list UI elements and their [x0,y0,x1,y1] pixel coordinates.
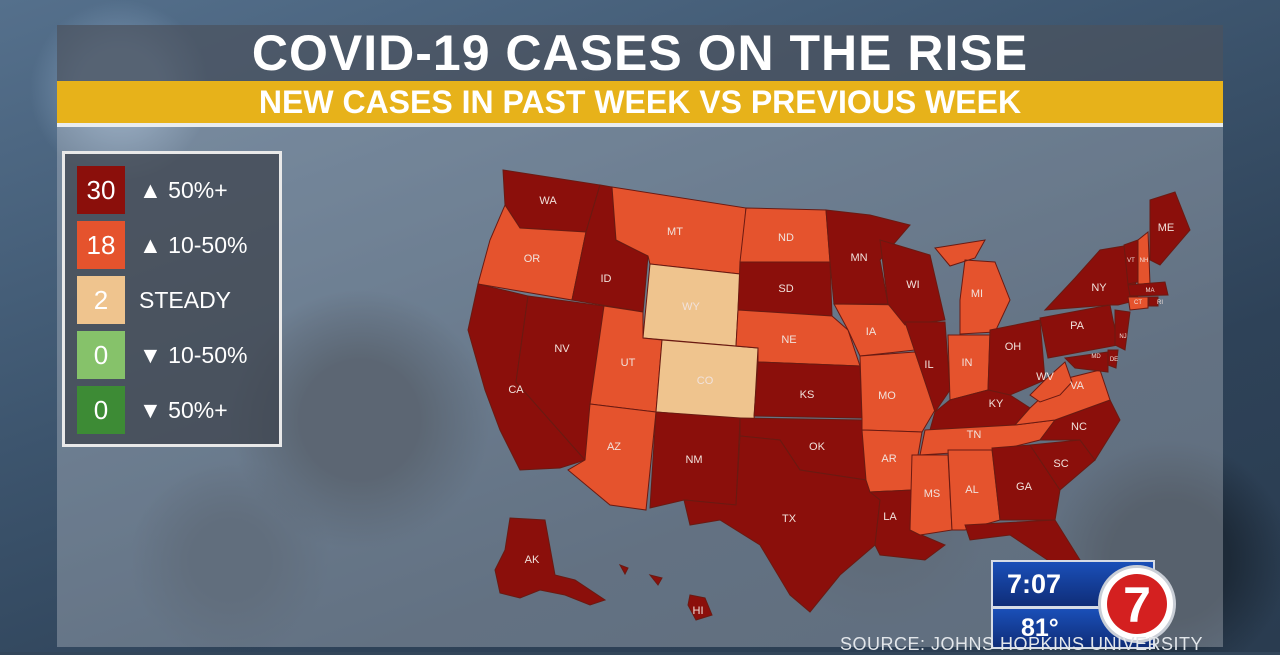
legend-label: STEADY [139,287,232,313]
state-label: OK [809,441,826,453]
state-label: NM [685,454,702,466]
state-label: VT [1127,258,1135,264]
legend-label: ▼ 10-50% [139,342,248,368]
legend-label: ▲ 50%+ [139,177,228,203]
state-label: KS [800,389,815,401]
state-label: MD [1091,354,1101,360]
legend-label: ▼ 50%+ [139,397,228,423]
source-credit: SOURCE: JOHNS HOPKINS UNIVERSITY [840,634,1204,654]
state-IL [904,321,951,414]
state-label: VA [1070,380,1085,392]
channel-7-logo: 7 [1098,565,1176,643]
state-label: WY [682,301,700,313]
state-label: WA [539,195,557,207]
state-label: NE [781,334,796,346]
state-label: AK [525,554,540,566]
state-WV [1029,361,1073,403]
state-label: NH [1140,258,1149,264]
state-HI [618,564,713,621]
state-label: MI [971,288,983,300]
state-label: MT [667,226,683,238]
state-label: DE [1110,357,1118,363]
state-MN [825,209,911,305]
state-ME [1149,191,1191,266]
state-MD [1063,351,1109,373]
page-title: COVID-19 CASES ON THE RISE [57,25,1223,81]
state-label: CT [1134,300,1142,306]
state-label: AZ [607,441,621,453]
state-label: HI [693,605,704,617]
legend-count: 2 [77,276,125,324]
state-label: IL [924,359,933,371]
logo-numeral: 7 [1107,574,1167,634]
state-label: NY [1091,282,1107,294]
state-NY [1043,244,1139,311]
state-MI [934,239,1011,335]
state-label: NV [554,343,570,355]
state-label: LA [883,511,897,523]
legend-count: 18 [77,221,125,269]
state-label: SC [1053,458,1068,470]
state-OH [987,319,1046,396]
state-label: GA [1016,481,1033,493]
state-label: AR [881,453,896,465]
state-label: UT [621,357,636,369]
state-label: SD [778,283,793,295]
legend-count: 30 [77,166,125,214]
state-AK [494,517,607,606]
state-label: WI [906,279,919,291]
state-label: CA [508,384,524,396]
state-label: NC [1071,421,1087,433]
state-label: IN [962,357,973,369]
legend: 30 ▲ 50%+ 18 ▲ 10-50% 2 STEADY 0 ▼ 10-50… [62,151,282,447]
legend-label: ▲ 10-50% [139,232,248,258]
state-label: MA [1146,288,1155,294]
state-label: NJ [1119,334,1126,340]
state-GA [991,444,1061,521]
state-NJ [1114,309,1131,351]
state-label: WV [1036,371,1054,383]
state-label: ID [601,273,612,285]
state-label: CO [697,375,714,387]
state-label: OH [1005,341,1022,353]
legend-count: 0 [77,386,125,434]
state-label: ND [778,232,794,244]
state-label: OR [524,253,541,265]
state-label: KY [989,398,1004,410]
state-MA [1127,281,1169,297]
state-label: TX [782,513,797,525]
state-label: ME [1158,222,1175,234]
divider [57,123,1223,127]
state-label: TN [967,429,982,441]
state-label: MN [850,252,867,264]
state-RI [1148,296,1159,307]
state-label: RI [1157,300,1163,306]
state-MS [909,454,953,536]
subtitle-banner: NEW CASES IN PAST WEEK VS PREVIOUS WEEK [57,81,1223,123]
state-TX [683,435,881,613]
state-label: PA [1070,320,1085,332]
state-label: AL [965,484,978,496]
legend-count: 0 [77,331,125,379]
state-label: MO [878,390,896,402]
state-label: MS [924,488,941,500]
state-label: IA [866,326,877,338]
state-CT [1127,296,1149,311]
